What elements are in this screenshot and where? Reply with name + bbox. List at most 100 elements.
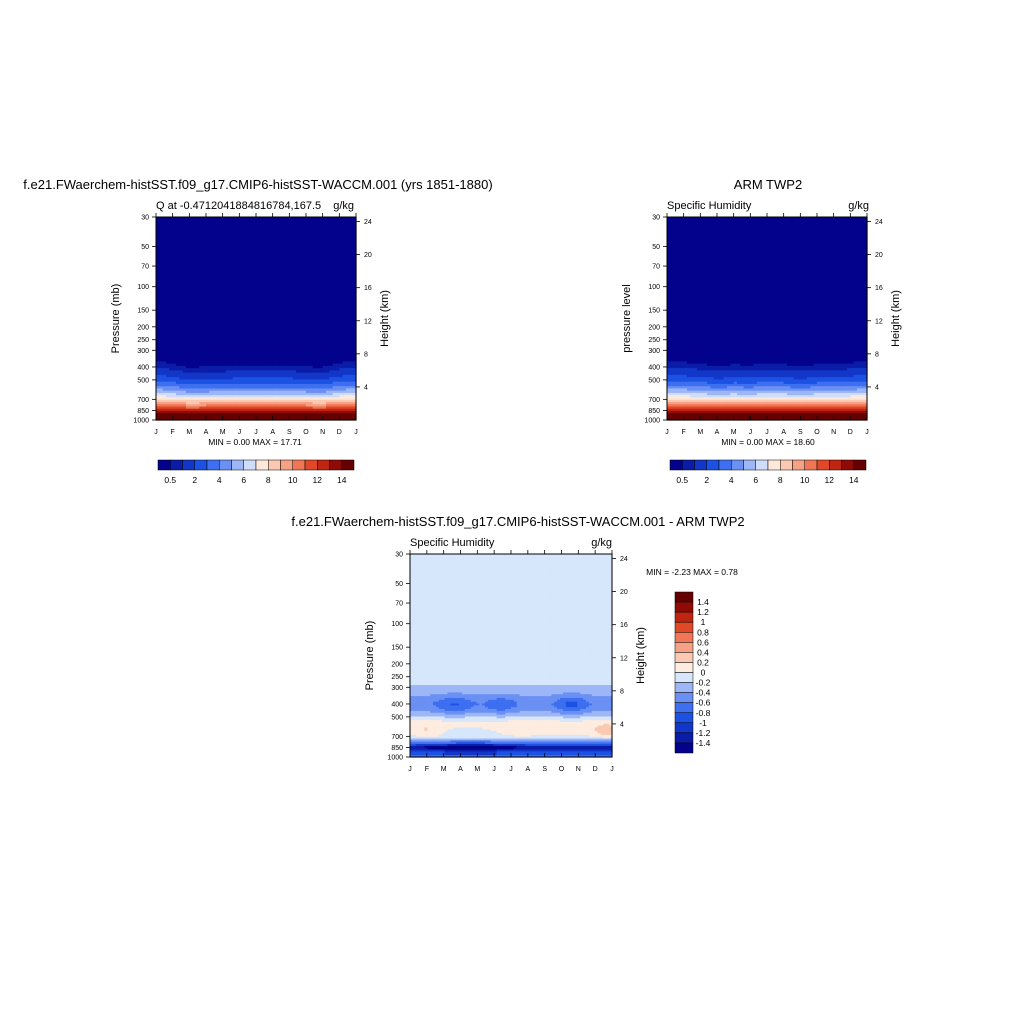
- field-cell: [172, 350, 177, 353]
- field-cell: [316, 395, 320, 399]
- field-cell: [306, 277, 310, 281]
- field-cell: [179, 320, 184, 324]
- field-cell: [172, 374, 177, 378]
- field-cell: [172, 257, 177, 261]
- field-cell: [282, 381, 287, 385]
- field-cell: [236, 356, 240, 360]
- field-cell: [256, 404, 260, 408]
- field-cell: [276, 417, 280, 421]
- field-cell: [256, 219, 260, 223]
- field-cell: [309, 253, 314, 256]
- field-cell: [156, 399, 160, 403]
- field-cell: [222, 244, 227, 247]
- field-cell: [259, 350, 264, 353]
- field-cell: [256, 244, 260, 247]
- field-cell: [246, 352, 250, 356]
- field-cell: [286, 356, 290, 360]
- field-cell: [256, 390, 260, 394]
- field-cell: [262, 255, 267, 259]
- field-cell: [256, 320, 260, 324]
- field-cell: [189, 345, 194, 349]
- field-cell: [319, 410, 324, 414]
- field-cell: [172, 341, 177, 344]
- field-cell: [322, 282, 327, 286]
- field-cell: [196, 259, 200, 263]
- field-cell: [276, 341, 280, 344]
- field-cell: [232, 417, 237, 421]
- field-cell: [229, 282, 234, 286]
- field-cell: [316, 417, 320, 421]
- field-cell: [196, 232, 200, 236]
- field-cell: [222, 320, 227, 324]
- field-cell: [262, 257, 267, 261]
- field-cell: [329, 239, 334, 243]
- field-cell: [186, 350, 190, 353]
- field-cell: [219, 370, 224, 374]
- field-cell: [292, 253, 297, 256]
- field-cell: [326, 264, 330, 268]
- field-cell: [272, 228, 277, 232]
- field-cell: [319, 374, 324, 378]
- field-cell: [212, 388, 217, 392]
- field-cell: [246, 244, 250, 247]
- field-cell: [322, 286, 327, 290]
- field-cell: [239, 413, 244, 417]
- field-cell: [232, 284, 237, 288]
- field-cell: [186, 341, 190, 344]
- field-cell: [309, 255, 314, 259]
- field-cell: [166, 325, 170, 329]
- field-cell: [219, 246, 224, 250]
- field-cell: [296, 275, 300, 279]
- field-cell: [316, 239, 320, 243]
- field-cell: [316, 332, 320, 335]
- field-cell: [219, 406, 224, 410]
- field-cell: [246, 334, 250, 338]
- field-cell: [276, 219, 280, 223]
- field-cell: [286, 386, 290, 390]
- field-cell: [196, 352, 200, 356]
- field-cell: [262, 390, 267, 394]
- field-cell: [169, 343, 174, 347]
- field-cell: [302, 354, 307, 358]
- field-cell: [229, 298, 234, 302]
- field-cell: [279, 417, 284, 421]
- field-cell: [312, 336, 317, 340]
- field-cell: [226, 352, 230, 356]
- field-cell: [202, 228, 207, 232]
- field-cell: [236, 226, 240, 229]
- field-cell: [232, 345, 237, 349]
- field-cell: [216, 377, 220, 380]
- field-cell: [259, 221, 264, 225]
- field-cell: [299, 248, 304, 252]
- field-cell: [239, 226, 244, 229]
- field-cell: [176, 408, 180, 412]
- field-cell: [329, 395, 334, 399]
- field-cell: [179, 413, 184, 417]
- field-cell: [236, 343, 240, 347]
- field-cell: [302, 304, 307, 308]
- field-cell: [179, 309, 184, 313]
- field-cell: [336, 347, 340, 351]
- field-cell: [196, 417, 200, 421]
- field-cell: [266, 323, 270, 326]
- field-cell: [286, 377, 290, 380]
- field-cell: [306, 386, 310, 390]
- field-cell: [326, 354, 330, 358]
- field-cell: [206, 300, 210, 304]
- field-cell: [332, 399, 337, 403]
- field-cell: [206, 413, 210, 417]
- field-cell: [299, 239, 304, 243]
- field-cell: [262, 237, 267, 241]
- field-cell: [286, 264, 290, 268]
- field-cell: [259, 230, 264, 234]
- field-cell: [336, 293, 340, 297]
- field-cell: [282, 244, 287, 247]
- field-cell: [176, 316, 180, 320]
- field-cell: [312, 323, 317, 326]
- field-cell: [256, 223, 260, 227]
- field-cell: [179, 230, 184, 234]
- field-cell: [239, 289, 244, 293]
- field-cell: [166, 350, 170, 353]
- field-cell: [239, 404, 244, 408]
- field-cell: [282, 241, 287, 245]
